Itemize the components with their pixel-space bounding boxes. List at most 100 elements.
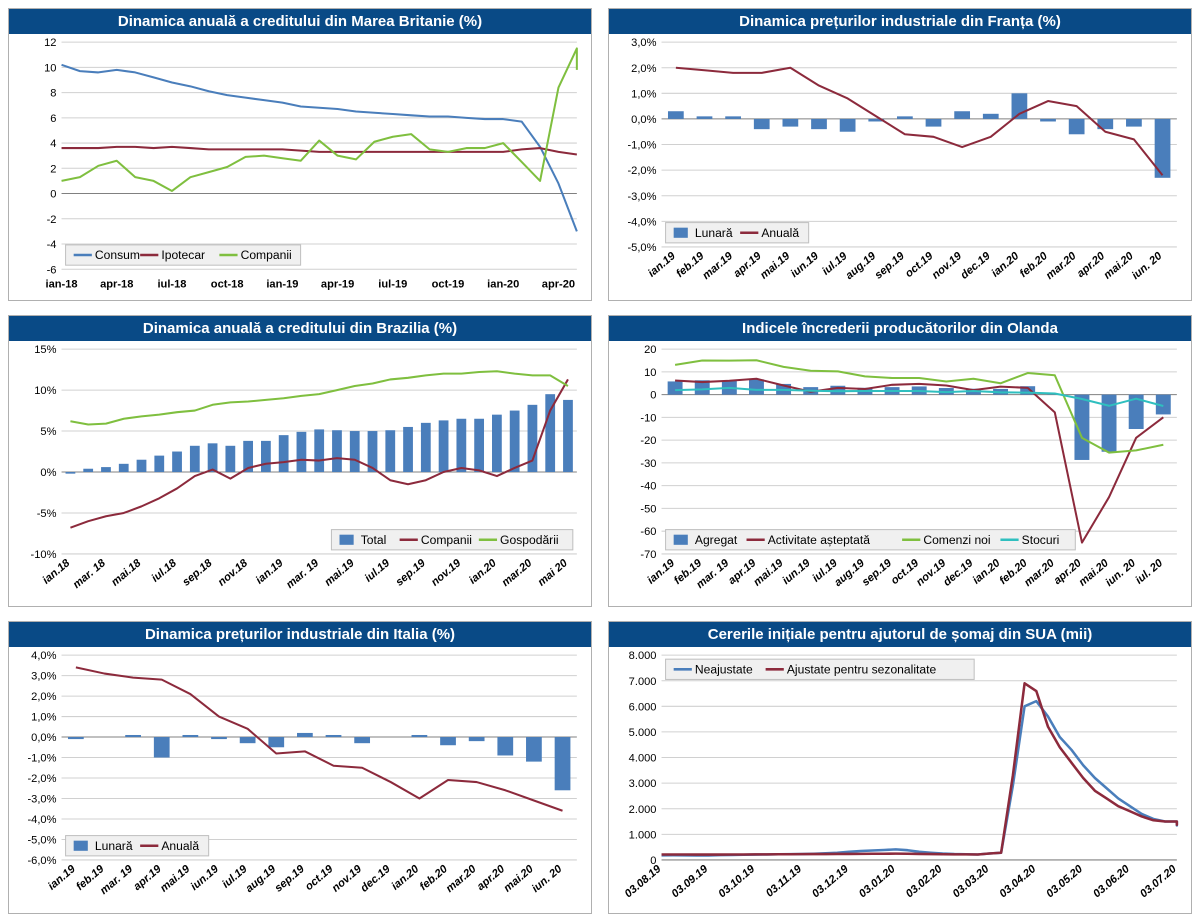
y-tick-label: -20 <box>640 435 656 447</box>
x-tick-label: ian.19 <box>46 863 78 893</box>
x-tick-label: ian-20 <box>487 278 519 290</box>
chart-title: Dinamica prețurilor industriale din Fran… <box>609 9 1191 34</box>
x-tick-label: iun. 20 <box>1130 250 1165 282</box>
x-tick-label: mai.20 <box>1102 250 1137 282</box>
y-tick-label: 20 <box>644 344 656 356</box>
y-tick-label: 4 <box>50 138 56 150</box>
y-tick-label: 2,0% <box>31 691 56 703</box>
x-tick-label: dec.19 <box>959 250 994 282</box>
y-tick-label: -10% <box>31 549 57 561</box>
bar <box>1102 394 1117 451</box>
bar <box>66 472 76 474</box>
bar <box>563 400 573 472</box>
y-tick-label: 3,0% <box>31 671 56 683</box>
x-tick-label: mar. 18 <box>71 556 109 590</box>
y-tick-label: 2,0% <box>631 63 656 75</box>
x-tick-label: ian.19 <box>646 250 678 280</box>
y-tick-label: 6.000 <box>629 702 657 714</box>
x-tick-label: sep.18 <box>180 556 215 588</box>
y-tick-label: 0% <box>40 467 56 479</box>
y-tick-label: -4 <box>47 239 57 251</box>
y-tick-label: -5,0% <box>27 835 56 847</box>
bar <box>497 737 513 755</box>
chart-body: -6,0%-5,0%-4,0%-3,0%-2,0%-1,0%0,0%1,0%2,… <box>9 647 591 913</box>
chart-body: -5,0%-4,0%-3,0%-2,0%-1,0%0,0%1,0%2,0%3,0… <box>609 34 1191 300</box>
legend-label: Stocuri <box>1022 532 1060 546</box>
x-tick-label: iul-18 <box>157 278 186 290</box>
series-line <box>76 668 563 811</box>
x-tick-label: ian-18 <box>45 278 77 290</box>
bar <box>840 119 856 132</box>
bar <box>439 420 449 472</box>
y-tick-label: 2.000 <box>629 804 657 816</box>
x-tick-label: sep.19 <box>273 863 308 895</box>
chart-body: -70-60-50-40-30-20-1001020ian.19feb.19ma… <box>609 341 1191 607</box>
x-tick-label: ian.19 <box>645 556 677 586</box>
chart-title: Dinamica anuală a creditului din Brazili… <box>9 316 591 341</box>
x-tick-label: oct-18 <box>211 278 244 290</box>
y-tick-label: -5,0% <box>627 242 656 254</box>
chart-title: Cererile inițiale pentru ajutorul de șom… <box>609 622 1191 647</box>
x-tick-label: 03.04.20 <box>997 863 1038 901</box>
y-tick-label: -50 <box>640 503 656 515</box>
legend-label: Lunară <box>95 839 133 853</box>
x-tick-label: mar.20 <box>1022 556 1057 588</box>
series-line <box>676 68 1163 175</box>
x-tick-label: iul. 20 <box>1133 556 1165 586</box>
x-tick-label: mai.18 <box>109 556 144 588</box>
bar <box>754 119 770 129</box>
y-tick-label: 1.000 <box>629 830 657 842</box>
y-tick-label: 1,0% <box>631 88 656 100</box>
chart-italy_ppi: Dinamica prețurilor industriale din Ital… <box>8 621 592 914</box>
y-tick-label: 3,0% <box>631 37 656 49</box>
bar <box>440 737 456 745</box>
chart-us_claims: Cererile inițiale pentru ajutorul de șom… <box>608 621 1192 914</box>
y-tick-label: 7.000 <box>629 676 657 688</box>
y-tick-label: -2,0% <box>27 773 56 785</box>
chart-netherlands_conf: Indicele încrederii producătorilor din O… <box>608 315 1192 608</box>
series-line <box>62 65 577 232</box>
x-tick-label: sep.19 <box>394 556 429 588</box>
series-line <box>62 147 577 155</box>
x-tick-label: apr-19 <box>321 278 354 290</box>
chart-body: 01.0002.0003.0004.0005.0006.0007.0008.00… <box>609 647 1191 913</box>
legend-label: Anuală <box>161 839 199 853</box>
y-tick-label: 5.000 <box>629 727 657 739</box>
y-tick-label: -2,0% <box>627 165 656 177</box>
bar <box>954 111 970 119</box>
x-tick-label: nov.19 <box>330 863 365 895</box>
x-tick-label: iul-19 <box>378 278 407 290</box>
bar <box>279 435 289 472</box>
bar <box>526 737 542 762</box>
bar <box>261 441 271 472</box>
x-tick-label: mai.19 <box>751 556 786 588</box>
y-tick-label: -1,0% <box>27 753 56 765</box>
x-tick-label: ian.20 <box>389 863 421 893</box>
bar <box>297 733 313 737</box>
y-tick-label: -3,0% <box>27 794 56 806</box>
x-tick-label: 03.07.20 <box>1138 863 1179 901</box>
bar <box>1040 119 1056 122</box>
bar <box>510 410 520 471</box>
x-tick-label: iun. 20 <box>530 863 565 895</box>
x-tick-label: aug.19 <box>244 863 279 895</box>
x-tick-label: apr-20 <box>542 278 575 290</box>
y-tick-label: -3,0% <box>627 191 656 203</box>
chart-svg: -6,0%-5,0%-4,0%-3,0%-2,0%-1,0%0,0%1,0%2,… <box>9 647 591 913</box>
x-tick-label: mai.19 <box>158 863 193 895</box>
y-tick-label: 12 <box>44 37 56 49</box>
bar <box>326 735 342 737</box>
legend-label: Agregat <box>695 532 738 546</box>
y-tick-label: -4,0% <box>627 216 656 228</box>
chart-svg: -70-60-50-40-30-20-1001020ian.19feb.19ma… <box>609 341 1191 607</box>
x-tick-label: 03.08.19 <box>623 863 664 901</box>
legend: NeajustateAjustate pentru sezonalitate <box>666 659 975 679</box>
bar <box>668 111 684 119</box>
x-tick-label: mai.19 <box>758 250 793 282</box>
y-tick-label: -6 <box>47 264 57 276</box>
chart-svg: -10%-5%0%5%10%15%ian.18mar. 18mai.18iul.… <box>9 341 591 607</box>
chart-body: -10%-5%0%5%10%15%ian.18mar. 18mai.18iul.… <box>9 341 591 607</box>
legend: TotalCompaniiGospodării <box>331 529 572 549</box>
y-tick-label: -40 <box>640 480 656 492</box>
bar <box>725 116 741 119</box>
